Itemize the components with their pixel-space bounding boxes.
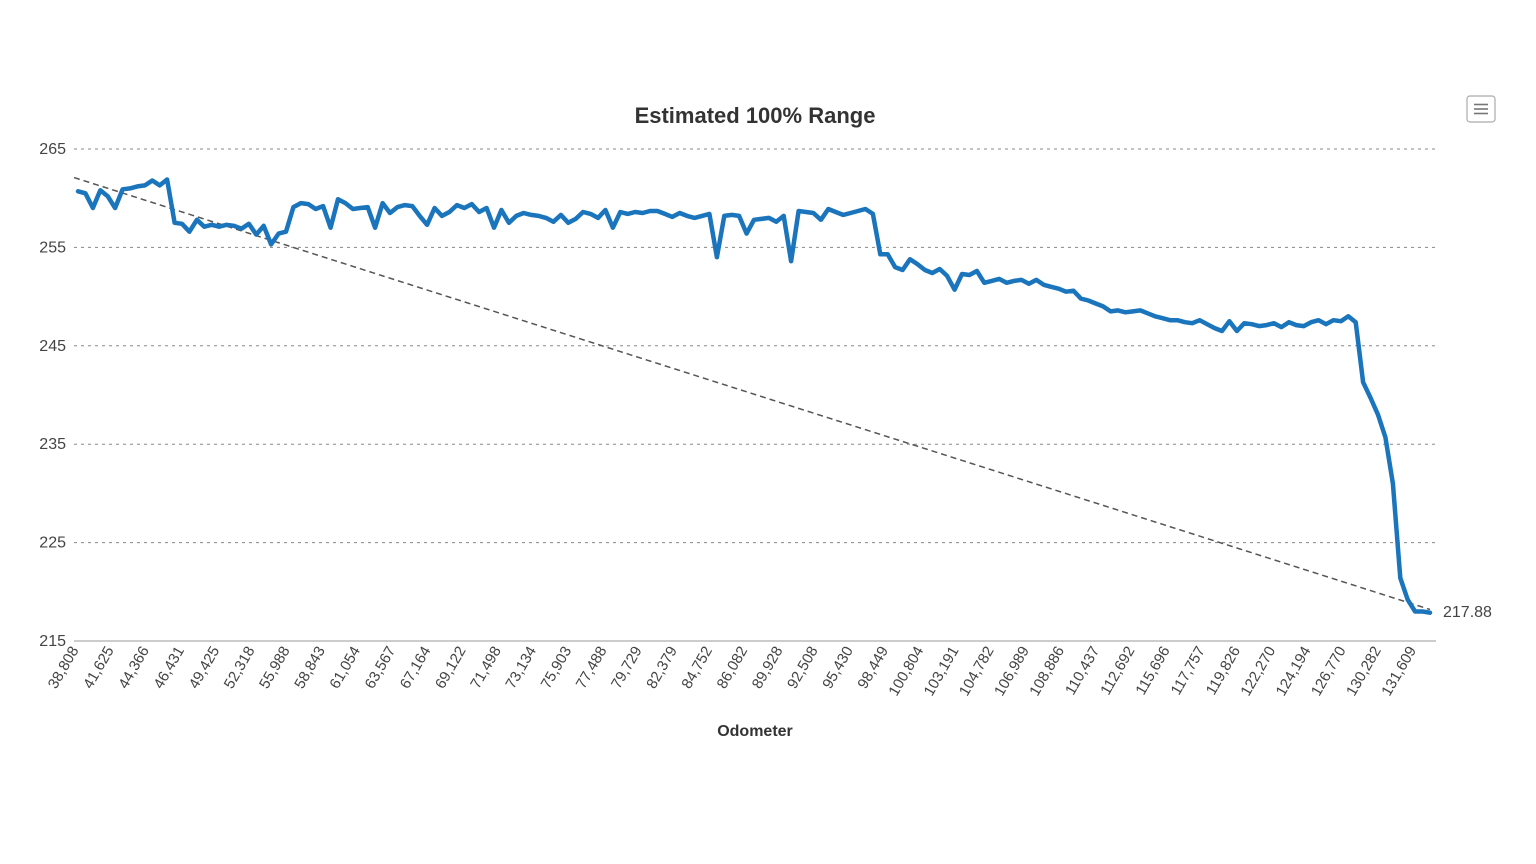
series-line [75,177,1433,615]
chart-title: Estimated 100% Range [635,103,876,128]
y-tick-label: 225 [39,535,66,552]
x-tick-label: 49,425 [186,644,224,692]
hamburger-menu-icon [1474,103,1488,115]
x-tick-label: 61,054 [326,644,364,692]
trend-line [73,176,1431,611]
x-tick-label: 84,752 [678,644,716,692]
x-tick-label: 92,508 [784,644,822,692]
grid [74,148,1436,544]
x-tick-label: 67,164 [397,644,435,692]
x-tick-label: 79,729 [608,644,646,692]
x-axis-title: Odometer [717,723,793,740]
y-tick-label: 245 [39,338,66,355]
x-tick-label: 63,567 [362,644,400,692]
x-tick-label: 86,082 [714,644,752,692]
x-tick-label: 98,449 [854,644,892,692]
chart-menu-button[interactable] [1466,95,1496,123]
x-tick-label: 41,625 [80,644,118,692]
x-tick-label: 44,366 [115,644,153,692]
y-tick-label: 255 [39,239,66,256]
x-tick-label: 46,431 [150,644,188,692]
x-tick-label: 38,808 [45,644,83,692]
end-value-label: 217.88 [1443,604,1492,621]
x-tick-label: 77,488 [573,644,611,692]
x-tick-label: 55,988 [256,644,294,692]
x-tick-label: 58,843 [291,644,329,692]
x-tick-label: 52,318 [221,644,259,692]
x-tick-label: 82,379 [643,644,681,692]
x-tick-label: 69,122 [432,644,470,692]
y-tick-label: 265 [39,141,66,158]
x-axis: 38,80841,62544,36646,43149,42552,31855,9… [45,644,1420,699]
x-tick-label: 75,903 [538,644,576,692]
x-tick-label: 89,928 [749,644,787,692]
x-tick-label: 71,498 [467,644,505,692]
x-tick-label: 73,134 [502,644,540,692]
y-tick-label: 215 [39,633,66,650]
x-tick-label: 95,430 [819,644,857,692]
y-axis: 265 255 245 235 225 215 [39,141,66,650]
y-tick-label: 235 [39,436,66,453]
